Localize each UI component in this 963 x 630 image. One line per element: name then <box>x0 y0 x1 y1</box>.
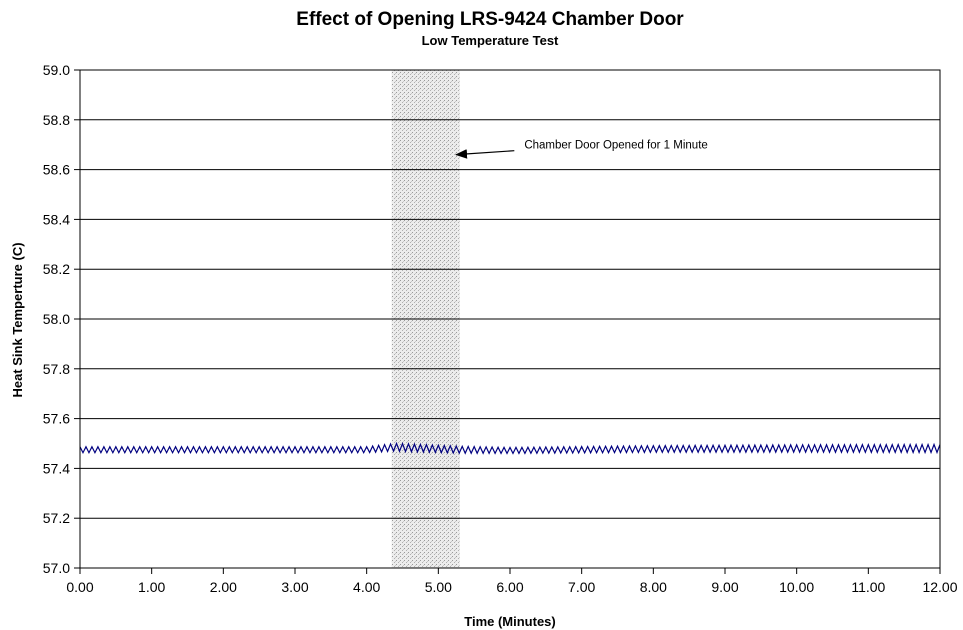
y-tick-label: 58.8 <box>43 112 70 128</box>
x-tick-label: 11.00 <box>851 579 885 595</box>
y-tick-label: 58.2 <box>43 261 70 277</box>
x-tick-label: 10.00 <box>779 579 814 595</box>
y-tick-label: 58.6 <box>43 162 70 178</box>
annotation-arrow <box>455 149 515 159</box>
x-tick-label: 5.00 <box>425 579 452 595</box>
y-axis-title: Heat Sink Temperture (C) <box>10 242 25 397</box>
y-tick-label: 59.0 <box>43 62 70 78</box>
x-tick-label: 9.00 <box>711 579 738 595</box>
x-tick-label: 8.00 <box>640 579 667 595</box>
x-tick-label: 4.00 <box>353 579 380 595</box>
y-tick-label: 57.2 <box>43 510 70 526</box>
x-axis-title: Time (Minutes) <box>464 614 556 629</box>
chart-title: Effect of Opening LRS-9424 Chamber Door <box>296 9 684 30</box>
annotation-text: Chamber Door Opened for 1 Minute <box>524 140 707 152</box>
x-tick-label: 6.00 <box>496 579 523 595</box>
x-tick-label: 1.00 <box>138 579 165 595</box>
chart-subtitle: Low Temperature Test <box>422 33 559 48</box>
x-tick-label: 7.00 <box>568 579 595 595</box>
x-tick-label: 2.00 <box>210 579 237 595</box>
y-tick-label: 57.0 <box>43 560 70 576</box>
plot-border <box>79 69 941 569</box>
y-tick-label: 57.8 <box>43 361 70 377</box>
y-tick-label: 57.6 <box>43 411 70 427</box>
temperature-series-line <box>79 441 941 455</box>
x-tick-label: 3.00 <box>281 579 308 595</box>
y-tick-label: 58.4 <box>43 211 70 227</box>
y-tick-label: 57.4 <box>43 460 70 476</box>
x-tick-label: 0.00 <box>66 579 93 595</box>
plot-area: 57.0 57.2 57.4 57.6 57.8 58.0 58.2 58.4 58.6 58.8… <box>43 62 958 595</box>
x-tick-label: 12.00 <box>922 579 957 595</box>
y-tick-label: 58.0 <box>43 311 70 327</box>
